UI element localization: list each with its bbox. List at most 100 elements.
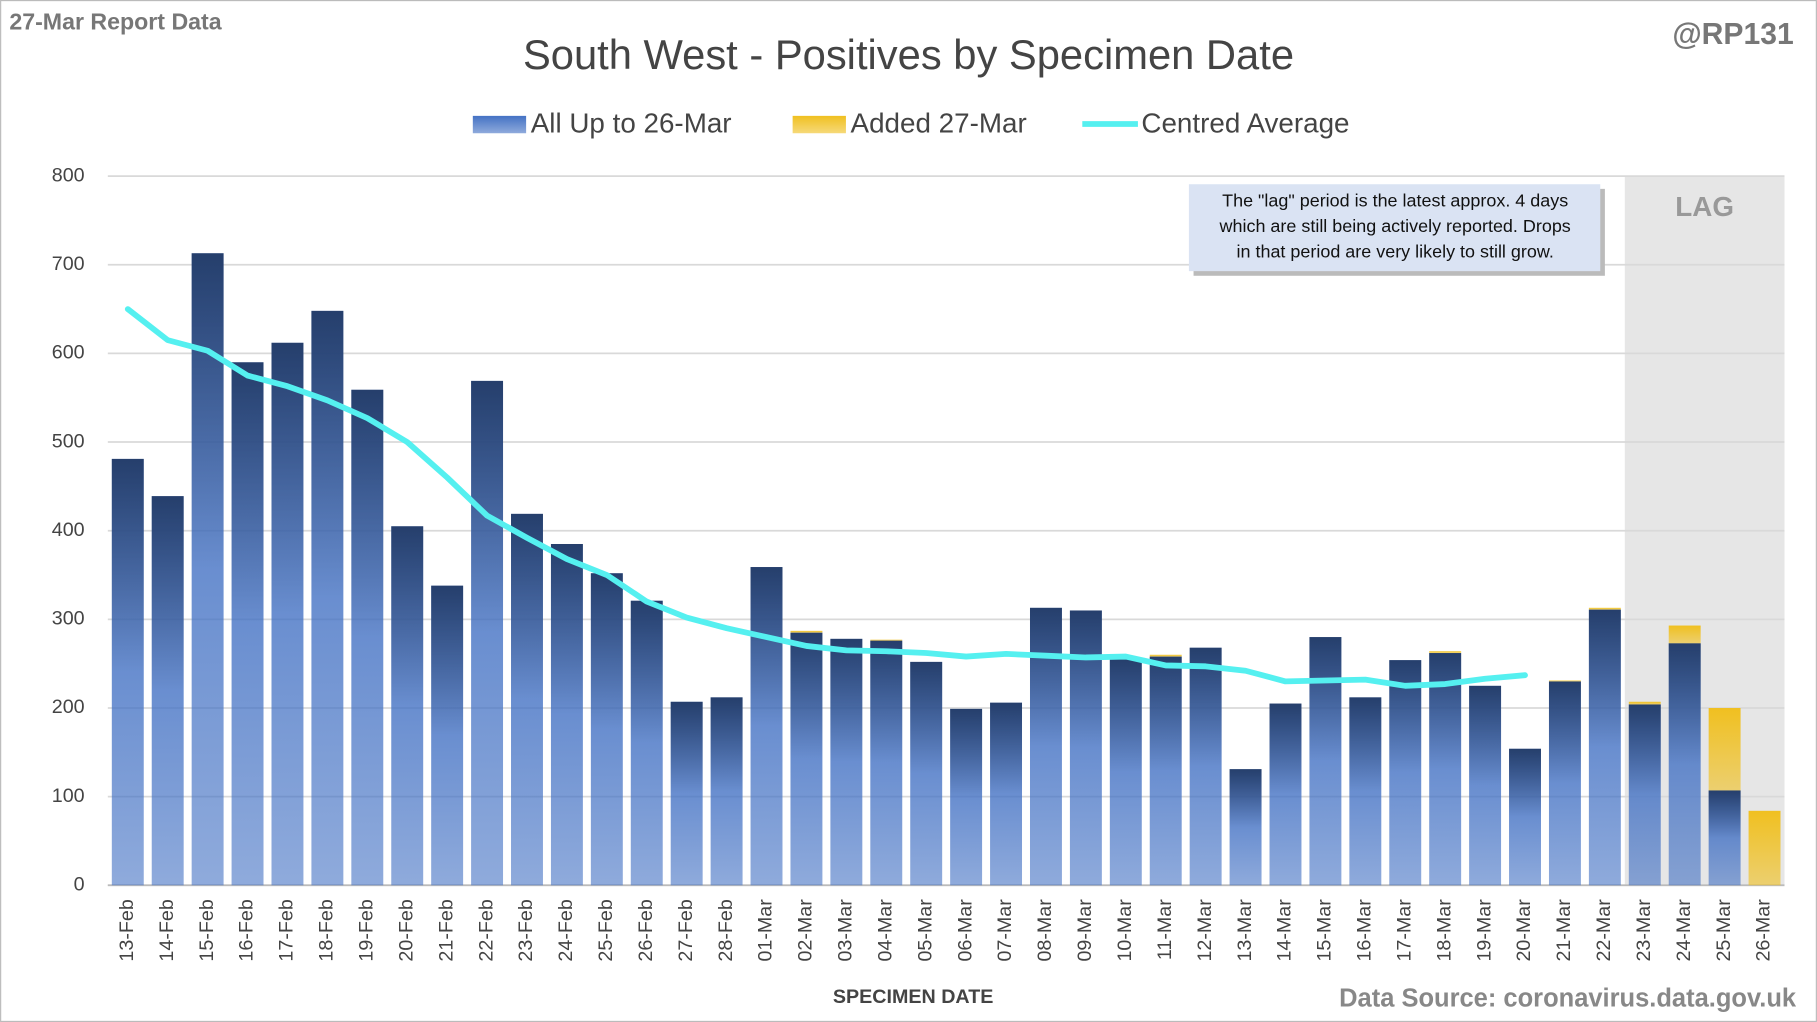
x-tick-label: 21-Feb	[435, 899, 457, 961]
x-tick-label: 02-Mar	[795, 899, 817, 962]
bar	[1668, 625, 1701, 644]
x-tick-label: 25-Feb	[595, 899, 617, 961]
bar-shade	[351, 389, 384, 886]
x-tick-label: 18-Feb	[316, 899, 338, 961]
x-tick-label: 27-Feb	[675, 899, 697, 961]
bar-shade	[1628, 704, 1661, 886]
x-tick-label: 07-Mar	[994, 899, 1016, 962]
y-tick-label: 500	[52, 430, 85, 452]
bar-shade	[830, 638, 863, 886]
bar-shade	[1349, 697, 1382, 886]
x-tick-label: 15-Feb	[196, 899, 218, 961]
x-tick-label: 12-Mar	[1194, 899, 1216, 962]
bar	[1429, 651, 1462, 654]
x-tick-label: 16-Mar	[1354, 899, 1376, 962]
bar-shade	[1708, 790, 1741, 886]
bar	[1588, 607, 1621, 610]
annotation-text: in that period are very likely to still …	[1237, 241, 1554, 261]
bar-shade	[471, 380, 504, 886]
bar-shade	[511, 513, 543, 886]
bar-shade	[1668, 643, 1701, 886]
bar-shade	[630, 600, 663, 886]
bar-shade	[1469, 685, 1502, 886]
x-tick-label: 13-Feb	[116, 899, 138, 961]
bar-shade	[111, 458, 144, 886]
bar	[1708, 707, 1741, 791]
y-tick-label: 300	[52, 608, 85, 630]
bar-shade	[1189, 647, 1222, 886]
x-tick-label: 03-Mar	[835, 899, 857, 962]
x-tick-label: 23-Feb	[515, 899, 537, 961]
bar	[870, 639, 903, 641]
bar-shade	[990, 702, 1023, 886]
line	[124, 306, 1528, 689]
x-tick-label: 18-Mar	[1433, 899, 1455, 962]
x-axis-label: SPECIMEN DATE	[833, 986, 993, 1008]
y-tick-label: 700	[52, 253, 85, 275]
legend-label: All Up to 26-Mar	[531, 107, 732, 138]
x-tick-label: 17-Feb	[276, 899, 298, 961]
x-tick-label: 08-Mar	[1034, 899, 1056, 962]
x-tick-label: 26-Mar	[1753, 899, 1775, 962]
x-tick-label: 13-Mar	[1234, 899, 1256, 962]
bar-shade	[271, 342, 304, 886]
bar	[1748, 810, 1781, 886]
x-tick-label: 26-Feb	[635, 899, 657, 961]
bar-shade	[950, 708, 983, 886]
x-tick-label: 25-Mar	[1713, 899, 1735, 962]
annotation-box	[1188, 184, 1601, 272]
lag-label: LAG	[1675, 191, 1734, 222]
handle: @RP131	[1672, 18, 1793, 51]
y-tick-label: 200	[52, 696, 85, 718]
bar-shade	[710, 697, 743, 886]
bar-shade	[151, 496, 184, 886]
bar-shade	[590, 573, 623, 886]
bar-shade	[1588, 609, 1621, 886]
x-tick-label: 28-Feb	[715, 899, 737, 961]
y-tick-label: 800	[52, 164, 85, 186]
x-tick-label: 21-Mar	[1553, 899, 1575, 962]
legend-label: Centred Average	[1141, 107, 1349, 138]
bar-shade	[1509, 748, 1541, 886]
legend-swatch	[792, 115, 846, 134]
y-tick-label: 400	[52, 519, 85, 541]
x-tick-label: 04-Mar	[874, 899, 896, 962]
bar-shade	[1309, 637, 1342, 886]
x-tick-label: 22-Feb	[475, 899, 497, 961]
annotation-text: The "lag" period is the latest approx. 4…	[1222, 190, 1568, 210]
legend-swatch	[472, 115, 527, 134]
x-tick-label: 17-Mar	[1393, 899, 1415, 962]
bar-shade	[1149, 656, 1182, 886]
bar-shade	[391, 526, 424, 886]
x-tick-label: 15-Mar	[1314, 899, 1336, 962]
x-tick-label: 23-Mar	[1633, 899, 1655, 962]
x-tick-label: 06-Mar	[954, 899, 976, 962]
report-label: 27-Mar Report Data	[9, 8, 222, 34]
y-tick-label: 600	[52, 342, 85, 364]
x-tick-label: 19-Feb	[356, 899, 378, 961]
x-tick-label: 16-Feb	[236, 899, 258, 961]
x-tick-label: 05-Mar	[914, 899, 936, 962]
x-tick-label: 09-Mar	[1074, 899, 1096, 962]
x-tick-label: 22-Mar	[1593, 899, 1615, 962]
y-tick-label: 0	[74, 873, 85, 895]
bar	[1628, 701, 1661, 705]
bar-shade	[750, 567, 783, 886]
x-tick-label: 01-Mar	[755, 899, 777, 962]
bar-shade	[1269, 703, 1302, 886]
bar-shade	[910, 661, 943, 886]
bar-shade	[431, 585, 464, 886]
bar-shade	[231, 362, 264, 886]
bar-shade	[1069, 610, 1102, 886]
x-tick-label: 14-Mar	[1274, 899, 1296, 962]
bar-shade	[790, 632, 823, 886]
bar	[1548, 680, 1581, 682]
annotation-text: which are still being actively reported.…	[1219, 216, 1571, 236]
bar-shade	[1389, 660, 1422, 886]
bar-shade	[1429, 653, 1462, 886]
x-tick-label: 14-Feb	[156, 899, 178, 961]
x-tick-label: 20-Mar	[1513, 899, 1535, 962]
bar	[790, 630, 823, 633]
bar-shade	[1029, 607, 1062, 886]
